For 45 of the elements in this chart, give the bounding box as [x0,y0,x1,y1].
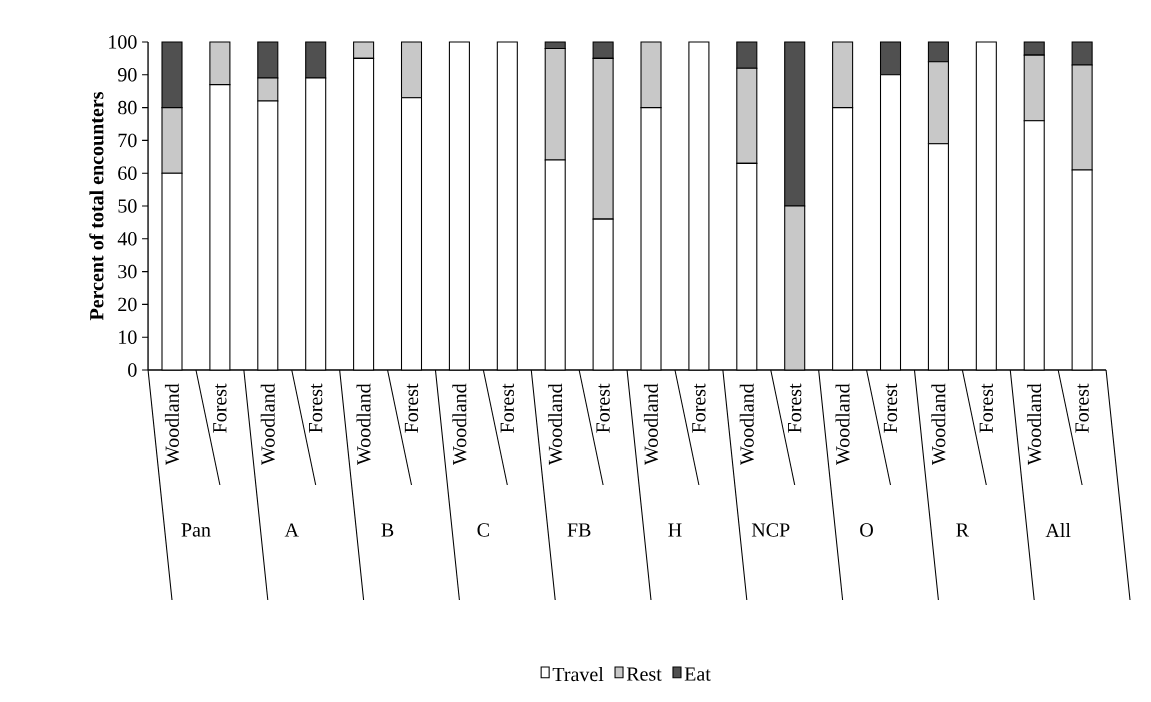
x-tick-label: Woodland [739,383,754,466]
x-tick-label: Woodland [835,383,850,466]
x-tick-label: Woodland [356,383,371,466]
y-tick-label: 60 [118,166,137,180]
text: FB [567,523,591,537]
y-tick-label: 90 [117,68,137,82]
x-tick-label: Woodland [452,383,467,466]
x-tick-label: Forest [883,383,898,433]
x-tick-label: Woodland [643,383,659,466]
x-tick-label: Forest [500,383,514,433]
text: R [956,523,969,537]
text: Pan [181,523,211,537]
x-tick-label: Forest [692,383,706,433]
y-tick-label: 0 [128,363,137,377]
text: NCP [751,523,790,537]
y-tick-label: 70 [118,133,137,148]
text: H [668,523,682,537]
text: A [284,523,299,537]
x-tick-label: Forest [596,383,610,433]
y-tick-label: 10 [119,330,137,344]
text: C [477,523,489,537]
y-tick-label: 30 [118,264,137,279]
legend-label: Rest [626,667,662,681]
legend-label: Eat [684,667,711,681]
y-tick-label: 100 [109,35,137,49]
y-tick-label: 50 [118,199,137,213]
x-tick-label: Forest [788,383,802,433]
x-tick-label: Forest [1075,383,1089,433]
x-tick-label: Woodland [548,383,563,466]
x-tick-label: Forest [213,383,227,433]
y-axis-title: Percent of total encounters [89,91,104,321]
y-tick-label: 40 [117,232,137,246]
x-tick-label: Forest [404,383,419,433]
x-tick-label: Forest [979,383,993,433]
x-tick-label: Forest [309,383,323,433]
y-tick-label: 20 [118,297,137,312]
x-tick-label: Woodland [260,383,275,466]
text: O [860,523,873,537]
x-tick-label: Woodland [1027,383,1042,466]
x-tick-label: Woodland [931,383,946,466]
y-tick-label: 80 [118,100,137,115]
x-tick-label: Woodland [164,383,180,466]
text: All [1045,523,1071,537]
legend-label: Travel [552,667,604,682]
text: B [381,523,394,537]
